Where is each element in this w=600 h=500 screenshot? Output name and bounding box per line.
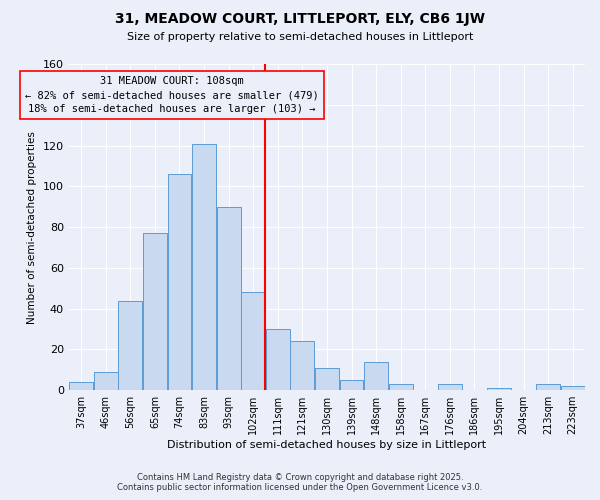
Bar bbox=[438, 384, 462, 390]
Bar bbox=[266, 329, 290, 390]
Bar bbox=[192, 144, 216, 390]
Bar bbox=[217, 206, 241, 390]
Bar bbox=[118, 300, 142, 390]
Bar bbox=[94, 372, 118, 390]
Text: 31 MEADOW COURT: 108sqm
← 82% of semi-detached houses are smaller (479)
18% of s: 31 MEADOW COURT: 108sqm ← 82% of semi-de… bbox=[25, 76, 319, 114]
Text: Contains HM Land Registry data © Crown copyright and database right 2025.
Contai: Contains HM Land Registry data © Crown c… bbox=[118, 473, 482, 492]
Bar bbox=[69, 382, 93, 390]
Bar bbox=[315, 368, 339, 390]
Text: 31, MEADOW COURT, LITTLEPORT, ELY, CB6 1JW: 31, MEADOW COURT, LITTLEPORT, ELY, CB6 1… bbox=[115, 12, 485, 26]
Text: Size of property relative to semi-detached houses in Littleport: Size of property relative to semi-detach… bbox=[127, 32, 473, 42]
X-axis label: Distribution of semi-detached houses by size in Littleport: Distribution of semi-detached houses by … bbox=[167, 440, 487, 450]
Y-axis label: Number of semi-detached properties: Number of semi-detached properties bbox=[28, 130, 37, 324]
Bar bbox=[143, 233, 167, 390]
Bar bbox=[241, 292, 265, 390]
Bar bbox=[561, 386, 584, 390]
Bar bbox=[389, 384, 413, 390]
Bar bbox=[487, 388, 511, 390]
Bar bbox=[290, 342, 314, 390]
Bar bbox=[364, 362, 388, 390]
Bar bbox=[536, 384, 560, 390]
Bar bbox=[167, 174, 191, 390]
Bar bbox=[340, 380, 364, 390]
